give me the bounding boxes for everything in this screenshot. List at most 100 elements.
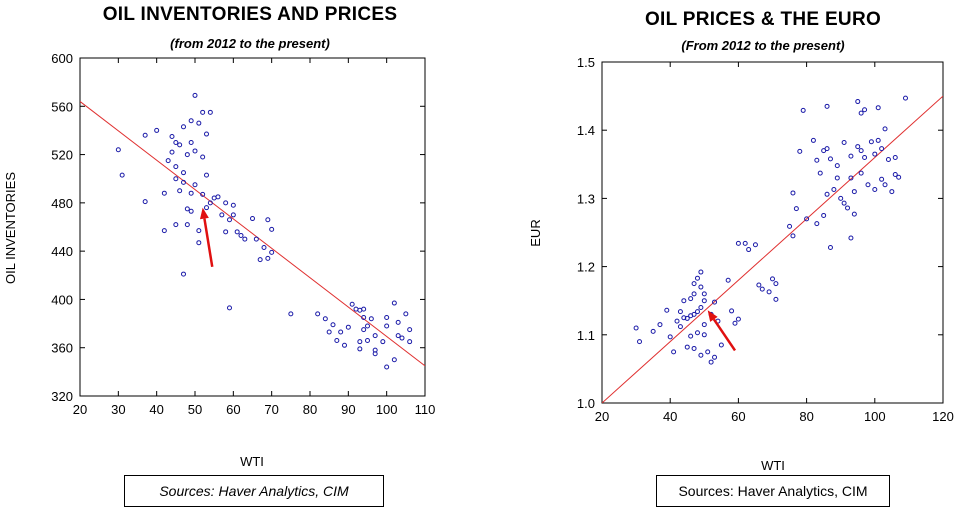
- data-point: [831, 187, 837, 193]
- data-point: [838, 195, 844, 201]
- data-point: [372, 333, 378, 339]
- y-tick-label: 320: [51, 389, 73, 404]
- data-point: [361, 327, 367, 333]
- data-point: [365, 337, 370, 343]
- data-point: [810, 137, 816, 143]
- data-point: [154, 127, 160, 133]
- data-point: [698, 269, 704, 275]
- data-point: [384, 323, 390, 329]
- data-point: [694, 275, 700, 281]
- y-tick-label: 1.1: [577, 328, 595, 343]
- data-point: [797, 148, 803, 154]
- data-point: [119, 172, 125, 178]
- data-point: [804, 216, 810, 222]
- data-point: [142, 199, 148, 205]
- data-point: [858, 170, 864, 176]
- x-tick-label: 90: [341, 402, 355, 417]
- regression-line: [602, 95, 943, 403]
- y-tick-label: 1.4: [577, 123, 595, 138]
- plot-frame: [79, 57, 426, 397]
- data-point: [691, 291, 697, 297]
- data-point: [664, 307, 670, 313]
- chart-title: OIL PRICES & THE EURO: [644, 9, 882, 30]
- x-tick-label: 20: [73, 402, 87, 417]
- x-tick-label: 40: [149, 402, 163, 417]
- data-point: [391, 300, 397, 306]
- data-point: [701, 291, 707, 297]
- data-point: [896, 174, 902, 180]
- data-point: [827, 245, 833, 251]
- data-point: [889, 189, 895, 195]
- data-point: [868, 139, 874, 145]
- data-point: [657, 322, 663, 328]
- data-point: [161, 228, 167, 234]
- data-point: [684, 315, 690, 321]
- data-point: [667, 334, 673, 340]
- y-tick-label: 480: [51, 196, 73, 211]
- chart-subtitle: (From 2012 to the present): [681, 38, 845, 53]
- data-point: [288, 311, 294, 317]
- data-point: [694, 309, 700, 315]
- data-point: [694, 330, 700, 336]
- data-point: [322, 316, 328, 322]
- data-point: [698, 284, 704, 290]
- data-point: [735, 316, 741, 322]
- data-point: [207, 200, 213, 206]
- data-point: [752, 242, 758, 248]
- data-point: [708, 359, 714, 365]
- y-tick-label: 520: [51, 148, 73, 163]
- source-note: Sources: Haver Analytics, CIM: [124, 475, 384, 507]
- data-point: [790, 233, 796, 239]
- data-point: [848, 235, 854, 241]
- x-tick-label: 20: [595, 409, 609, 424]
- data-point: [855, 144, 861, 150]
- data-point: [257, 257, 263, 263]
- data-point: [181, 179, 186, 185]
- data-point: [773, 281, 779, 287]
- data-point: [701, 332, 707, 338]
- data-point: [790, 190, 796, 196]
- arrow-head: [707, 310, 718, 322]
- data-point: [177, 188, 183, 194]
- x-tick-label: 100: [376, 402, 398, 417]
- data-point: [407, 339, 413, 345]
- data-point: [851, 211, 857, 217]
- data-point: [746, 247, 752, 253]
- data-point: [674, 318, 680, 324]
- data-point: [261, 245, 267, 251]
- data-point: [200, 154, 206, 160]
- data-point: [691, 281, 697, 287]
- data-point: [173, 222, 179, 228]
- data-point: [177, 142, 183, 148]
- data-point: [718, 342, 724, 348]
- data-point: [684, 344, 690, 350]
- data-point: [230, 212, 236, 218]
- data-point: [207, 109, 213, 115]
- x-tick-label: 50: [188, 402, 202, 417]
- data-point: [227, 305, 232, 311]
- data-point: [705, 349, 711, 355]
- x-tick-label: 120: [932, 409, 954, 424]
- data-point: [691, 345, 697, 351]
- data-point: [200, 109, 206, 115]
- data-point: [879, 146, 885, 152]
- data-point: [219, 212, 225, 218]
- data-point: [756, 282, 762, 288]
- data-point: [879, 176, 885, 182]
- data-point: [188, 118, 194, 124]
- data-point: [250, 216, 255, 222]
- data-point: [882, 182, 888, 188]
- arrow-head: [199, 207, 209, 220]
- data-point: [875, 105, 881, 111]
- data-point: [770, 276, 775, 282]
- data-point: [698, 352, 704, 358]
- data-point: [701, 298, 707, 304]
- data-point: [384, 315, 390, 321]
- data-point: [227, 217, 232, 223]
- data-point: [885, 157, 891, 163]
- data-point: [834, 163, 840, 169]
- data-point: [677, 324, 683, 330]
- data-point: [192, 148, 198, 154]
- x-tick-label: 60: [226, 402, 240, 417]
